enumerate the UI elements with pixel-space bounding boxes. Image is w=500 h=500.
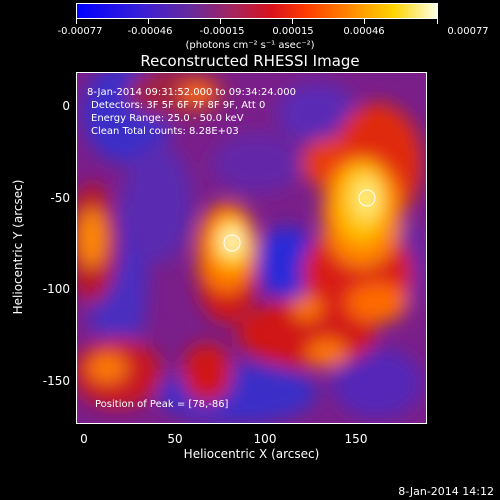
footer-date: 8-Jan-2014 14:12 bbox=[398, 485, 494, 498]
y-tick-label: -150 bbox=[42, 374, 70, 388]
x-tick-label: 150 bbox=[344, 432, 368, 446]
y-tick-label: 0 bbox=[62, 99, 70, 113]
energy-range: Energy Range: 25.0 - 50.0 keV bbox=[91, 113, 244, 124]
colorbar-tick-label: -0.00015 bbox=[199, 26, 245, 37]
colorbar-tick-label: 0.00077 bbox=[447, 26, 489, 37]
colorbar-tick-label: -0.00046 bbox=[127, 26, 173, 37]
y-tick-label: -100 bbox=[42, 282, 70, 296]
x-axis-label: Heliocentric X (arcsec) bbox=[183, 447, 320, 461]
y-axis-label: Heliocentric Y (arcsec) bbox=[11, 179, 25, 315]
detectors: Detectors: 3F 5F 6F 7F 8F 9F, Att 0 bbox=[91, 100, 266, 111]
x-tick-label: 50 bbox=[167, 432, 183, 446]
time-range: 8-Jan-2014 09:31:52.000 to 09:34:24.000 bbox=[87, 87, 296, 98]
colorbar-units: (photons cm⁻² s⁻¹ asec⁻²) bbox=[185, 40, 315, 51]
colorbar bbox=[76, 3, 438, 19]
rhessi-image: 8-Jan-2014 09:31:52.000 to 09:34:24.000 … bbox=[76, 72, 427, 424]
x-tick-label: 0 bbox=[80, 432, 88, 446]
clean-counts: Clean Total counts: 8.28E+03 bbox=[91, 126, 239, 137]
y-tick-label: -50 bbox=[50, 191, 70, 205]
colorbar-tick-label: 0.00015 bbox=[272, 26, 314, 37]
x-tick-label: 100 bbox=[253, 432, 277, 446]
colorbar-tick-label: 0.00046 bbox=[343, 26, 385, 37]
peak-position: Position of Peak = [78,-86] bbox=[95, 399, 229, 410]
colorbar-tick-label: -0.00077 bbox=[57, 26, 103, 37]
page-title: Reconstructed RHESSI Image bbox=[140, 52, 360, 70]
